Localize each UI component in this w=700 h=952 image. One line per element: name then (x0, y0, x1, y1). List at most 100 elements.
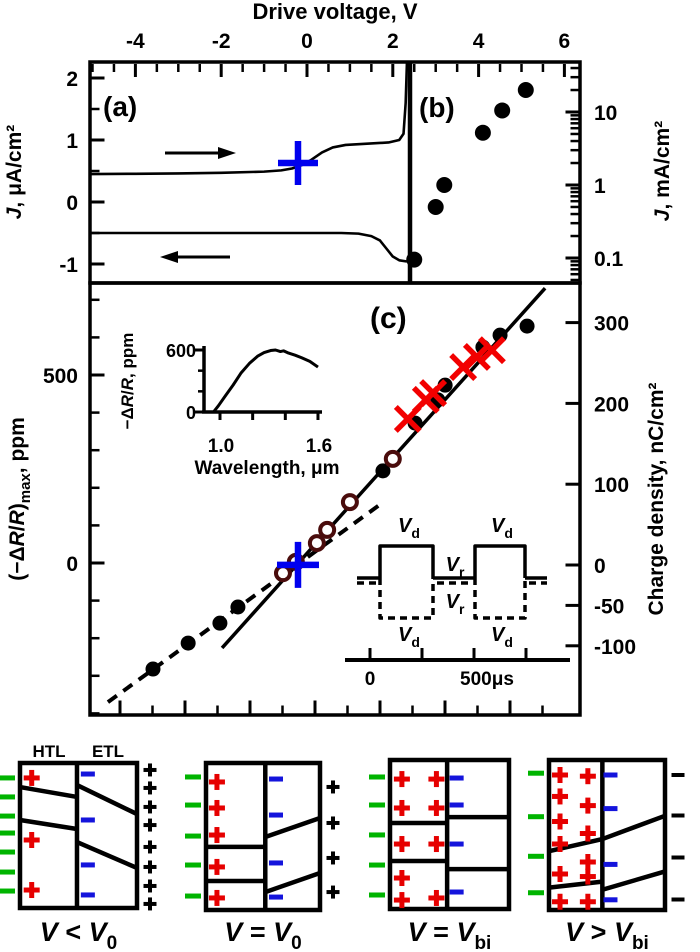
energy-band-line (264, 815, 321, 840)
c-open-point (307, 534, 326, 553)
diagram-caption: V = V0 (224, 917, 301, 952)
top-axis-tick-label: 6 (559, 30, 571, 53)
spectrum-inset: Wavelength, μm 600 0 1.0 1.6 −ΔR/R, ppm (118, 333, 340, 479)
electrode-minus-charge (0, 849, 15, 855)
hole-plus-charge (557, 893, 563, 910)
b-data-point (517, 82, 534, 99)
b-data-point (406, 251, 423, 268)
electrode-outer-charge (148, 800, 152, 814)
c-filled-point (180, 635, 196, 651)
hole-plus-charge (433, 836, 439, 853)
energy-band-line (601, 813, 666, 842)
hole-plus-charge (29, 831, 35, 848)
electrode-outer-charge (671, 855, 685, 860)
electrode-minus-charge (0, 830, 15, 836)
electrode-minus-charge (185, 802, 201, 808)
c-open-point (318, 520, 337, 539)
top-axis-tick-label: -4 (126, 30, 145, 53)
spectrum-curve (212, 348, 319, 413)
panel-a: (a) 2 1 0 -1 J, μA/cm² (3, 60, 582, 285)
electrode-outer-charge (148, 879, 152, 893)
electron-minus-charge (603, 806, 618, 812)
top-axis: Drive voltage, V -4 -2 0 2 4 6 (91, 0, 571, 77)
etl-label: ETL (92, 742, 124, 761)
electrode-outer-charge (331, 780, 335, 794)
electrode-minus-charge (369, 892, 385, 898)
electrode-outer-charge (671, 773, 685, 777)
c-filled-point (230, 599, 246, 615)
hole-plus-charge (29, 769, 35, 786)
band-diagram-3: V = Vbi (369, 757, 512, 952)
c-left-tick-label: 0 (66, 553, 78, 576)
hole-plus-charge (399, 799, 405, 816)
electron-minus-charge (603, 772, 618, 778)
hole-plus-charge (433, 771, 439, 788)
waveform-inset: Vd Vd Vr Vr Vd Vd 0 500μs (345, 515, 570, 690)
electron-minus-charge (603, 897, 618, 903)
a-ytick-label: -1 (59, 254, 78, 277)
c-right-tick-label: 0 (594, 555, 606, 578)
spectrum-xtick-label: 1.0 (208, 436, 234, 457)
hole-plus-charge (214, 889, 220, 906)
electrode-minus-charge (369, 832, 385, 838)
electrode-outer-charge (331, 851, 335, 865)
electron-minus-charge (268, 812, 283, 818)
spectrum-xlabel: Wavelength, μm (195, 458, 340, 479)
waveform-xtick-label: 500μs (460, 669, 514, 690)
electrode-minus-charge (0, 794, 15, 800)
band-diagram-1: V < V0 (0, 760, 157, 952)
electron-minus-charge (449, 802, 464, 808)
electrode-outer-charge (671, 813, 685, 818)
hole-plus-charge (585, 797, 591, 814)
forward-sweep-curve (90, 61, 409, 176)
c-right-axis-label: Charge density, nC/cm² (645, 383, 668, 616)
waveform-pulse-dashed (378, 578, 435, 620)
panel-a-label: (a) (103, 91, 137, 122)
electrode-minus-charge (185, 862, 201, 868)
electrode-outer-charge (331, 816, 335, 830)
b-data-point (474, 124, 491, 141)
top-axis-tick-label: 2 (387, 30, 399, 53)
waveform-xtick-label: 0 (365, 669, 376, 690)
reverse-sweep-curve (90, 231, 408, 263)
waveform-pulse-dashed (473, 578, 527, 620)
diagram-caption: V > Vbi (565, 917, 649, 952)
htl-label: HTL (32, 742, 65, 761)
electron-minus-charge (449, 841, 464, 847)
c-filled-point (212, 615, 228, 631)
forward-arrow-head (218, 147, 236, 159)
waveform-vr-label: Vr (446, 554, 465, 580)
energy-band-line (19, 817, 78, 832)
hole-plus-charge (585, 868, 591, 885)
electron-minus-charge (449, 889, 464, 895)
electrode-minus-charge (0, 888, 15, 894)
electrode-outer-charge (148, 818, 152, 832)
hole-plus-charge (214, 799, 220, 816)
hole-plus-charge (585, 893, 591, 910)
c-filled-point (519, 318, 535, 334)
waveform-vd-label: Vd (398, 515, 420, 541)
b-data-point (427, 198, 444, 215)
hole-plus-charge (399, 892, 405, 909)
spectrum-ytick-label: 0 (186, 403, 196, 423)
electrode-minus-charge (0, 869, 15, 875)
energy-band-line (264, 870, 321, 895)
electron-minus-charge (80, 817, 95, 823)
waveform-vd-label: Vd (491, 624, 513, 650)
electrode-outer-charge (148, 897, 152, 911)
electrode-outer-charge (148, 840, 152, 854)
c-filled-point (145, 661, 161, 677)
band-diagram-2: V = V0 (185, 760, 340, 952)
diagram-box (387, 757, 512, 912)
hole-plus-charge (399, 836, 405, 853)
electrode-minus-charge (0, 775, 15, 781)
panel-c-label: (c) (370, 302, 407, 335)
electrode-minus-charge (528, 770, 544, 776)
diagram-box (546, 757, 668, 913)
electrode-outer-charge (148, 860, 152, 874)
spectrum-y-axis-label: −ΔR/R, ppm (118, 333, 137, 430)
spectrum-ytick-label: 600 (166, 341, 196, 361)
top-axis-tick-label: 4 (473, 30, 485, 53)
